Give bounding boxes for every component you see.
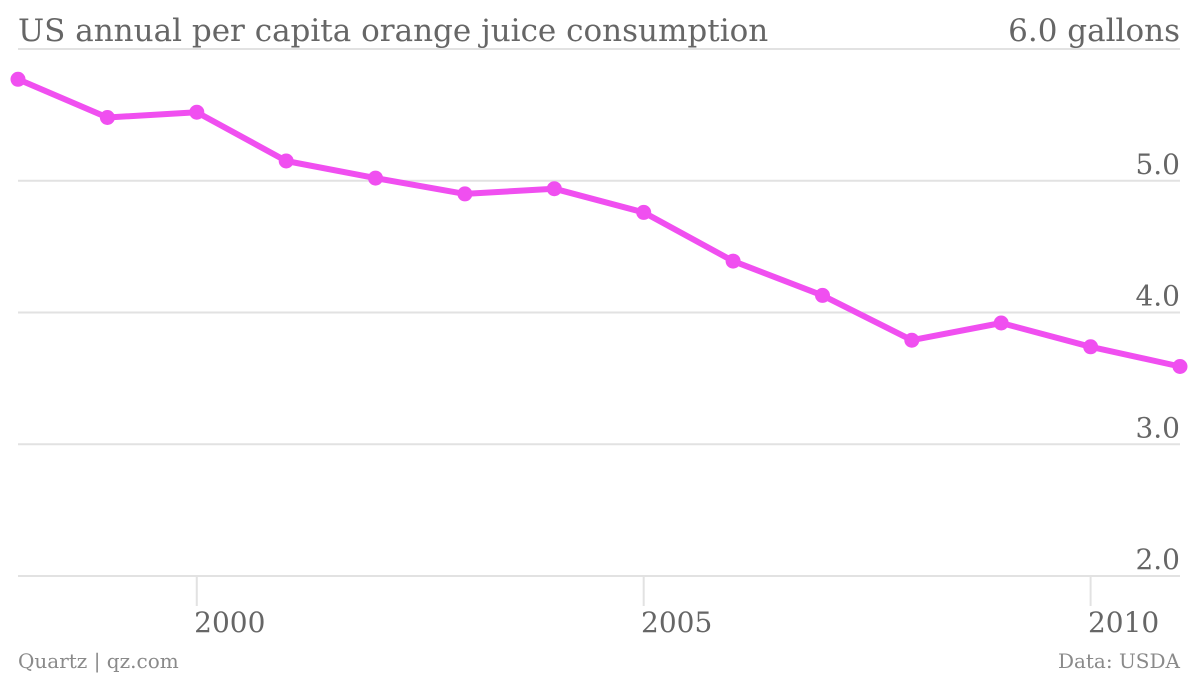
data-point [99,110,115,125]
y-axis-labels: 6.0 gallons 5.0 4.0 3.0 2.0 [1008,13,1180,576]
x-tick-label: 2005 [641,606,712,639]
grid-lines [18,48,1180,577]
data-point [1172,359,1188,374]
series-line [15,76,1183,370]
data-series [10,71,1188,374]
data-source: Data: USDA [1058,649,1181,673]
data-point [368,170,383,186]
data-point [725,253,741,269]
y-axis-top-label: 6.0 gallons [1008,13,1180,49]
x-tick-label: 2010 [1088,606,1159,639]
y-tick-label: 4.0 [1135,280,1180,313]
y-tick-label: 3.0 [1135,411,1180,444]
data-point [457,186,473,202]
y-tick-label: 2.0 [1135,543,1180,576]
chart-title: US annual per capita orange juice consum… [18,13,768,49]
source-credit: Quartz | qz.com [18,649,179,674]
y-tick-label: 5.0 [1135,148,1180,181]
data-point [1083,339,1099,355]
data-point [546,181,562,197]
data-point [993,315,1009,331]
x-axis: 2000 2005 2010 [194,576,1159,639]
data-point [189,104,205,120]
data-point [278,153,294,169]
data-point [904,332,920,348]
x-tick-label: 2000 [194,606,265,639]
data-point [636,204,652,220]
data-point [815,287,830,303]
data-point [10,71,26,87]
